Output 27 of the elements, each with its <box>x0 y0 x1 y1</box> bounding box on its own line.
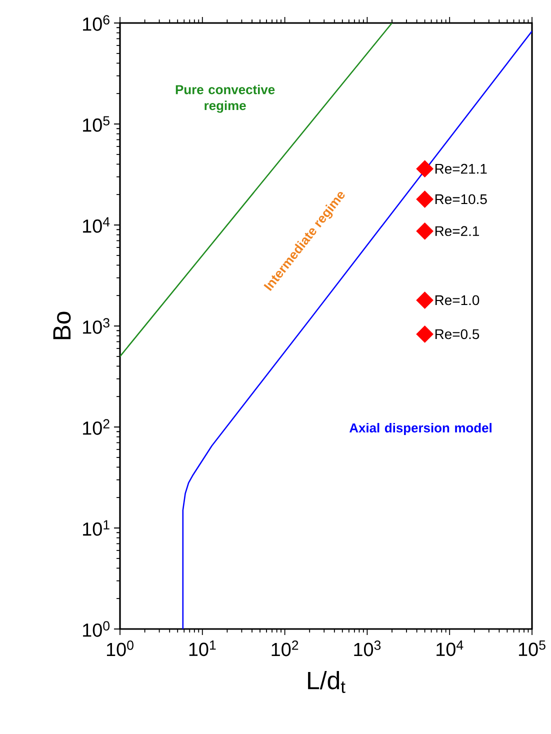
y-tick-label: 10$^{4}$ <box>83 217 110 233</box>
annotation: Re=10.5 <box>435 194 487 204</box>
y-tick-label: 10$^{5}$ <box>83 116 110 132</box>
point <box>416 160 434 178</box>
text: Pure convective regime <box>176 84 275 113</box>
annotation: Re=21.1 <box>435 164 487 174</box>
text: Axial dispersion model <box>349 422 492 436</box>
point <box>416 190 434 208</box>
annotation: Re=2.1 <box>435 226 479 236</box>
x-tick-label: 10$^{4}$ <box>436 640 464 656</box>
y-tick-label: 10$^{3}$ <box>83 318 110 334</box>
annotation: Re=1.0 <box>435 295 480 306</box>
y-tick-label: 10$^{1}$ <box>83 520 110 536</box>
point <box>416 292 434 309</box>
x-tick-label: 10$^{2}$ <box>272 640 298 656</box>
x-tick-label: 10$^{3}$ <box>354 640 381 656</box>
point <box>416 222 434 240</box>
point <box>416 325 434 343</box>
y-tick-label: 10$^{6}$ <box>83 15 110 31</box>
x-axis-title: L/d$_{t}$ <box>308 671 346 693</box>
x-tick-label: 10$^{0}$ <box>106 640 134 656</box>
y-tick-label: 10$^{2}$ <box>83 419 110 435</box>
x-tick-label: 10$^{1}$ <box>189 640 216 656</box>
annotation: Re=0.5 <box>435 329 480 340</box>
y-tick-label: 10$^{0}$ <box>83 621 110 637</box>
x-tick-label: 10$^{5}$ <box>518 640 546 656</box>
y-axis-title: Bo <box>53 312 71 340</box>
